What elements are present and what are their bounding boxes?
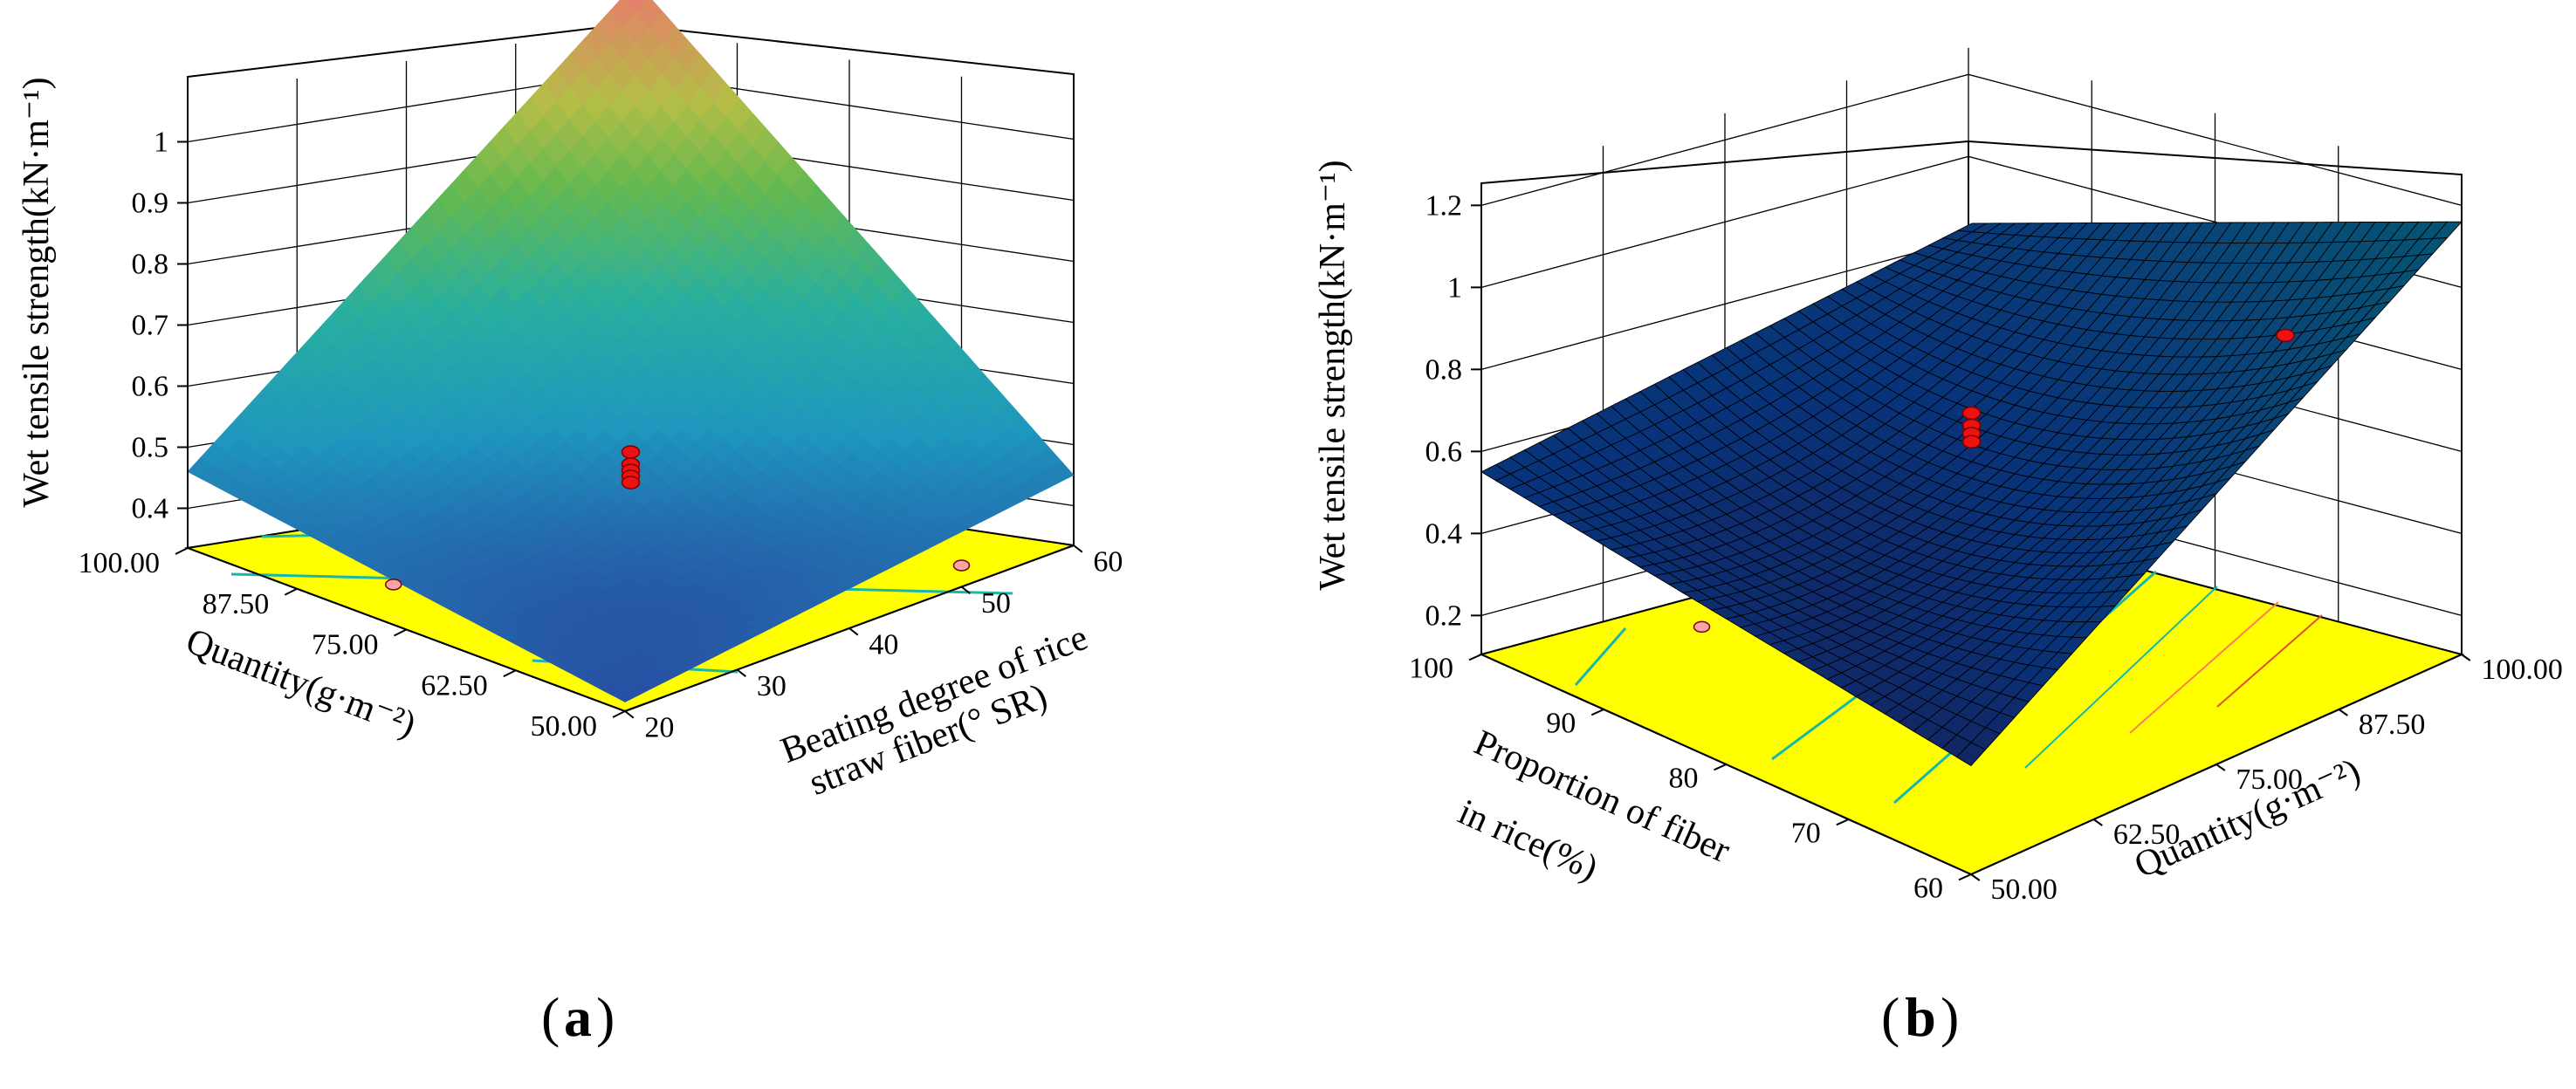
- panel-a-design-point: [621, 445, 641, 459]
- panel-a-design-points: [384, 445, 971, 591]
- panel-b-x-tick-mark: [1958, 873, 1972, 881]
- panel-b-design-point: [1961, 406, 1982, 421]
- panel-b-z-axis-label: Wet tensile strength(kN·m⁻¹): [1313, 160, 1353, 590]
- panel-a-y-axis-label: Quantity(g·m⁻²): [181, 621, 421, 745]
- panel-a-x-tick-mark: [848, 627, 859, 636]
- panel-a-z-tick-label: 1: [154, 127, 168, 159]
- panel-a-z-tick-label: 0.9: [132, 188, 169, 220]
- panel-a-y-tick-label: 100.00: [79, 547, 161, 579]
- panel-b-design-point: [1961, 435, 1982, 449]
- panel-b-y-tick-mark: [2092, 818, 2103, 826]
- panel-a-z-tick-label: 0.5: [132, 432, 169, 464]
- panel-a-x-tick-mark: [1073, 544, 1083, 553]
- panel-b-design-point: [1693, 620, 1711, 634]
- panel-a-x-tick-mark: [736, 668, 746, 677]
- panel-a-x-tick-label: 50: [981, 587, 1011, 620]
- panel-a-y-tick-mark: [503, 669, 517, 678]
- panel-b-open-paren: (: [1881, 986, 1899, 1048]
- panel-b-contour-6: [2216, 614, 2323, 708]
- panel-a-z-tick-label: 0.8: [132, 249, 169, 281]
- panel-a-y-tick-mark: [612, 710, 626, 718]
- panel-a-surface-cell: [625, 0, 647, 12]
- panel-a-x-tick-label: 20: [644, 712, 674, 744]
- panel-b-y-tick-label: 100.00: [2481, 654, 2563, 686]
- panel-a-z-axis-label: Wet tensile strength(kN·m⁻¹): [17, 77, 57, 507]
- panel-a-y-tick-mark: [175, 547, 189, 555]
- panel-a-design-point: [952, 559, 971, 572]
- panel-b-surface: [1480, 221, 2463, 767]
- panel-b-y-tick-label: 50.00: [1990, 873, 2057, 906]
- panel-a-surface-cell: [609, 0, 637, 28]
- panel-b-x-tick-mark: [1468, 654, 1482, 661]
- panel-a-y-tick-label: 87.50: [203, 588, 270, 620]
- panel-a-y-tick-mark: [394, 628, 407, 637]
- panel-b-y-tick-mark: [2338, 709, 2348, 716]
- panel-b-ticks: 0.2 0.4 0.6 0.8 1 1.2 60 70 80 90 100 50.00 62.50 75.…: [1409, 189, 2563, 906]
- panel-a-y-tick-label: 75.00: [312, 629, 379, 661]
- panel-a-open-paren: (: [541, 986, 560, 1048]
- panel-a-surface-cell: [635, 0, 663, 28]
- panel-a-letter: a: [564, 986, 592, 1048]
- panel-b-y-tick-label: 62.50: [2113, 818, 2181, 851]
- panel-b-x-tick-mark: [1590, 709, 1604, 716]
- panel-b-x-tick-label: 100: [1409, 652, 1453, 684]
- panel-a-x-tick-label: 40: [869, 629, 898, 661]
- panel-b-z-tick-label: 0.2: [1425, 599, 1463, 632]
- panel-b-x-tick-label: 70: [1791, 817, 1821, 849]
- panel-a-design-point: [621, 476, 641, 490]
- panel-b-contour-1: [1574, 627, 1627, 686]
- panel-b-y-tick-label: 87.50: [2359, 709, 2426, 741]
- panel-a-ticks: 0.4 0.5 0.6 0.7 0.8 0.9 1 50.00 62.50 75.00 87.50 1…: [79, 127, 1123, 744]
- panel-a-x-tick-mark: [960, 586, 971, 594]
- panel-a-y-tick-label: 50.00: [531, 710, 598, 743]
- panel-b-close-paren: ): [1941, 986, 1959, 1048]
- panel-a-design-point: [384, 579, 402, 591]
- panel-b-z-tick-label: 0.6: [1425, 435, 1463, 468]
- panel-b-contour-4: [2024, 586, 2218, 769]
- panel-b-z-tick-label: 1.2: [1425, 189, 1463, 222]
- panel-b-contour-5: [2129, 601, 2279, 734]
- panel-b-x-tick-mark: [1714, 764, 1727, 771]
- panel-b-x-tick-label: 60: [1913, 872, 1943, 904]
- panel-b-z-tick-label: 0.4: [1425, 517, 1463, 550]
- panel-b-design-points: [1693, 328, 2295, 634]
- panel-b-surface-cell: [1955, 223, 1989, 233]
- panel-b-y-tick-mark: [1970, 873, 1981, 881]
- panel-a-close-paren: ): [596, 986, 615, 1048]
- panel-a-x-tick-label: 60: [1093, 546, 1123, 579]
- panel-a-y-tick-mark: [284, 587, 298, 596]
- panel-a: 0.4 0.5 0.6 0.7 0.8 0.9 1 50.00 62.50 75.00 87.50 1…: [17, 0, 1123, 1048]
- panel-a-x-tick-mark: [624, 710, 635, 719]
- panel-b-design-point: [2276, 328, 2295, 343]
- panel-a-y-tick-label: 62.50: [421, 669, 488, 702]
- panel-b-y-tick-mark: [2461, 654, 2471, 661]
- panel-b-x-tick-label: 90: [1546, 707, 1576, 739]
- panel-b-x-tick-mark: [1836, 818, 1850, 826]
- panel-b-z-tick-label: 0.8: [1425, 353, 1463, 386]
- panel-b-y-tick-mark: [2215, 764, 2226, 771]
- panel-b: 0.2 0.4 0.6 0.8 1 1.2 60 70 80 90 100 50.00 62.50 75.…: [1313, 47, 2563, 1048]
- panel-b-z-tick-label: 1: [1447, 271, 1462, 304]
- panel-a-surface: [187, 0, 1075, 702]
- panel-b-letter: b: [1905, 986, 1936, 1048]
- panel-b-x-tick-label: 80: [1669, 762, 1699, 794]
- panel-a-z-tick-label: 0.4: [132, 493, 169, 525]
- panel-a-z-tick-label: 0.6: [132, 371, 169, 403]
- panel-a-z-tick-label: 0.7: [132, 310, 169, 342]
- panel-a-x-tick-label: 30: [757, 670, 787, 702]
- panel-b-y-tick-label: 75.00: [2236, 764, 2303, 796]
